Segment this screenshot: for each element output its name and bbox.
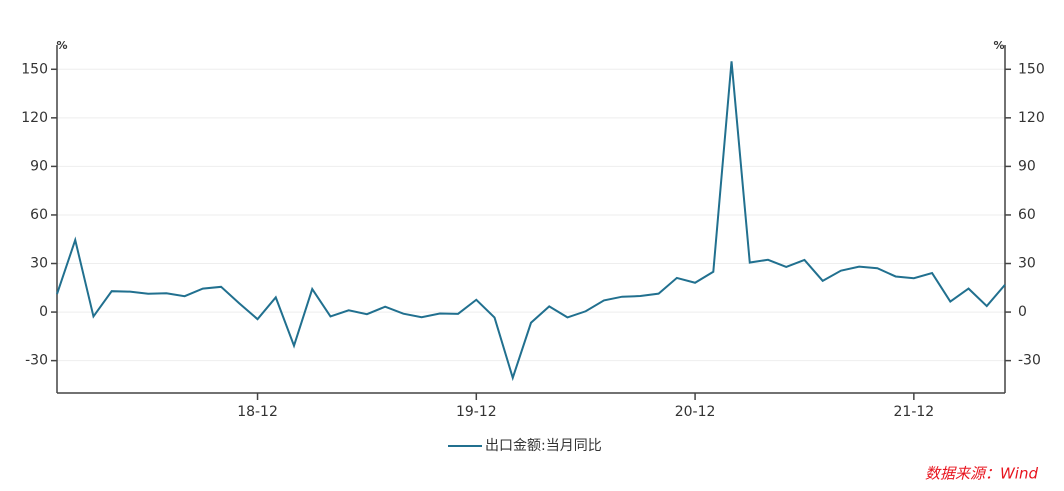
y2-tick-label: 120	[1018, 110, 1045, 126]
y2-tick-label: 30	[1018, 256, 1036, 272]
y2-tick-label: -30	[1018, 353, 1041, 369]
x-tick-label: 20-12	[675, 404, 716, 420]
y-tick-label: 90	[30, 158, 48, 174]
y2-tick-label: 0	[1018, 304, 1027, 320]
y2-tick-label: 90	[1018, 158, 1036, 174]
y-tick-label: 30	[30, 256, 48, 272]
x-tick-label: 21-12	[894, 404, 935, 420]
legend-label: 出口金额:当月同比	[485, 438, 602, 454]
series-line	[56, 61, 1006, 382]
y-tick-label: 120	[21, 110, 48, 126]
y-tick-label: 60	[30, 207, 48, 223]
y2-unit: %	[993, 39, 1004, 52]
y2-tick-label: 150	[1018, 61, 1045, 77]
y-unit: %	[56, 39, 67, 52]
y-tick-label: 150	[21, 61, 48, 77]
source: 数据来源：Wind	[925, 465, 1039, 483]
y2-tick-label: 60	[1018, 207, 1036, 223]
y-tick-label: 0	[39, 304, 48, 320]
x-tick-label: 19-12	[456, 404, 497, 420]
x-tick-label: 18-12	[237, 404, 278, 420]
y-tick-label: -30	[25, 353, 48, 369]
